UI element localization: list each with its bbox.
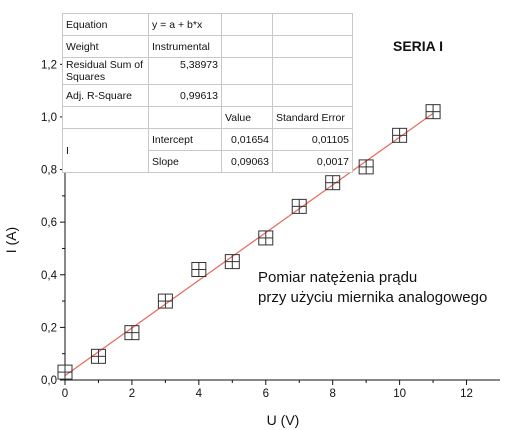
intercept-label: Intercept: [148, 128, 222, 151]
value-header: Value: [221, 106, 273, 129]
empty-cell: [221, 84, 273, 107]
y-tick-label: 0,4: [41, 270, 58, 282]
data-point: [124, 325, 140, 341]
empty-cell: [221, 57, 273, 85]
data-point: [258, 230, 274, 246]
table-row: Slope 0,09063 0,0017: [63, 150, 353, 173]
x-axis-title: U (V): [267, 412, 300, 428]
y-tick-label: 0,8: [41, 165, 57, 177]
adj-r-square-value: 0,99613: [148, 84, 222, 107]
empty-cell: [62, 106, 149, 129]
empty-cell: [272, 13, 353, 36]
x-tick-label: 10: [393, 388, 406, 400]
data-point: [224, 254, 240, 270]
data-point: [57, 364, 73, 380]
y-tick-label: 1,0: [41, 112, 57, 124]
y-tick-label: 0,6: [41, 217, 57, 229]
empty-cell: [221, 13, 273, 36]
y-tick-label: 0,0: [41, 375, 57, 387]
intercept-error: 0,01105: [272, 128, 353, 151]
empty-cell: [272, 57, 353, 85]
slope-label: Slope: [148, 150, 222, 173]
table-row: Weight Instrumental: [62, 35, 353, 58]
data-markers: [57, 104, 441, 380]
empty-cell: [221, 35, 273, 58]
table-row: Adj. R-Square 0,99613: [62, 84, 353, 107]
tick-labels: 0 2 4 6 8 10 12 0,0 0,2 0,4 0,6 0,8 1,0 1,2: [41, 59, 473, 400]
x-tick-label: 0: [62, 388, 68, 400]
rss-value: 5,38973: [148, 57, 222, 85]
data-point: [358, 159, 374, 175]
table-row: Residual Sum of Squares 5,38973: [62, 57, 353, 85]
x-tick-label: 6: [263, 388, 269, 400]
table-row: Equation y = a + b*x: [62, 13, 353, 36]
empty-cell: [148, 106, 222, 129]
fit-results-table: Equation y = a + b*x Weight Instrumental…: [62, 13, 353, 173]
weight-label: Weight: [62, 35, 149, 58]
x-tick-label: 12: [460, 388, 473, 400]
series-label: SERIA I: [393, 38, 443, 54]
data-point: [291, 198, 307, 214]
y-tick-label: 1,2: [41, 59, 57, 71]
slope-value: 0,09063: [221, 150, 273, 173]
data-point: [425, 104, 441, 120]
weight-value: Instrumental: [148, 35, 222, 58]
y-axis-title: I (A): [3, 227, 19, 253]
data-point: [392, 127, 408, 143]
table-row: Value Standard Error: [62, 106, 353, 129]
empty-cell: [272, 84, 353, 107]
y-tick-label: 0,2: [41, 322, 57, 334]
table-row: I Intercept 0,01654 0,01105: [62, 128, 353, 173]
data-point: [191, 262, 207, 278]
x-tick-label: 8: [329, 388, 335, 400]
data-point: [157, 293, 173, 309]
annotation-line-2: przy użyciu miernika analogowego: [258, 289, 487, 306]
data-point: [325, 175, 341, 191]
x-tick-label: 4: [196, 388, 203, 400]
annotation-line-1: Pomiar natężenia prądu: [258, 269, 417, 286]
rss-label: Residual Sum of Squares: [62, 57, 149, 85]
standard-error-header: Standard Error: [272, 106, 353, 129]
x-tick-label: 2: [129, 388, 135, 400]
data-point: [90, 348, 106, 364]
adj-r-square-label: Adj. R-Square: [62, 84, 149, 107]
equation-label: Equation: [62, 13, 149, 36]
fit-line: [64, 112, 434, 377]
empty-cell: [272, 35, 353, 58]
intercept-value: 0,01654: [221, 128, 273, 151]
slope-error: 0,0017: [272, 150, 353, 173]
fit-line-layer: [64, 112, 434, 377]
group-label: I: [62, 128, 149, 173]
equation-value: y = a + b*x: [148, 13, 222, 36]
